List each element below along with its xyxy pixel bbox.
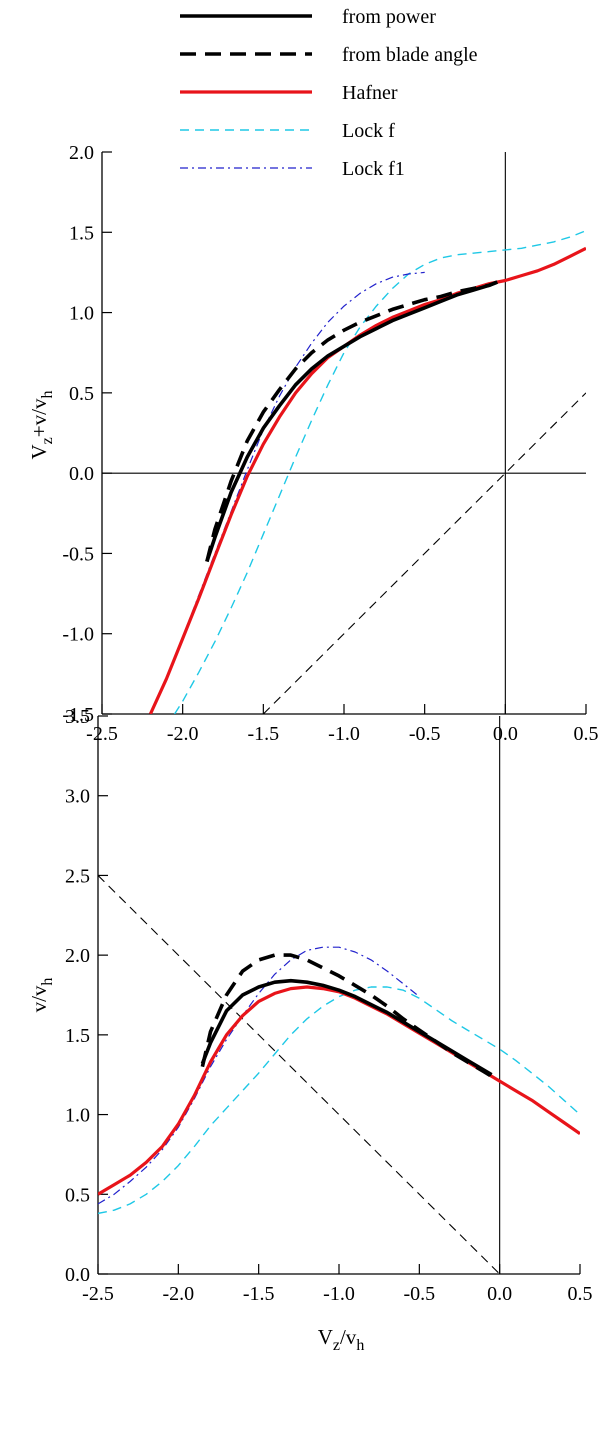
series-line-from-power — [200, 978, 493, 1077]
x-tick-label: -0.5 — [403, 1283, 435, 1305]
series-line-hafner — [98, 985, 580, 1196]
legend-label-lock-f: Lock f — [342, 120, 395, 142]
x-tick-label: -1.5 — [247, 723, 279, 745]
y-tick-label: 2.0 — [65, 945, 90, 967]
series-line-lock-f — [174, 230, 586, 714]
y-tick-label: 3.0 — [65, 786, 90, 808]
series-line-from-blade-angle — [205, 280, 498, 562]
legend-label-from-blade-angle: from blade angle — [342, 44, 478, 66]
series-line-lock-f1 — [149, 271, 425, 714]
x-tick-label: -0.5 — [409, 723, 441, 745]
x-axis-label: Vz/vh — [318, 1325, 365, 1354]
bottom-chart: -2.5 -2.0 -1.5 -1.0 -0.5 0.0 0.5 0.0 0.5 1.0 1.5 2.… — [27, 706, 593, 1354]
legend: from power from blade angle Hafner Lock f Lo… — [180, 6, 478, 180]
y-tick-label: 0.5 — [65, 1184, 90, 1206]
x-tick-label: 0.0 — [487, 1283, 512, 1305]
y-axis-label: v/vh — [27, 978, 56, 1013]
y-tick-label: 0.0 — [69, 463, 94, 485]
x-tick-label: -1.0 — [323, 1283, 355, 1305]
x-tick-label: -2.0 — [167, 723, 199, 745]
series-line-hafner — [148, 246, 586, 714]
series-line-from-blade-angle — [200, 953, 493, 1078]
series-line-lock-f — [98, 986, 580, 1215]
y-tick-label: 0.5 — [69, 383, 94, 405]
legend-item-lock-f: Lock f — [180, 120, 395, 142]
x-tick-label: -2.5 — [86, 723, 118, 745]
diagonal-reference-line — [262, 392, 586, 714]
legend-item-lock-f1: Lock f1 — [180, 158, 405, 180]
y-tick-label: 2.0 — [69, 142, 94, 164]
legend-label-lock-f1: Lock f1 — [342, 158, 405, 180]
x-tick-label: -2.0 — [162, 1283, 194, 1305]
x-tick-label: 0.5 — [568, 1283, 593, 1305]
x-tick-label: 0.0 — [493, 723, 518, 745]
legend-item-hafner: Hafner — [180, 82, 398, 104]
y-tick-label: 1.5 — [65, 1025, 90, 1047]
x-tick-label: -1.0 — [328, 723, 360, 745]
y-tick-label: 1.5 — [69, 222, 94, 244]
y-tick-label: -0.5 — [62, 543, 94, 565]
diagonal-reference-line — [98, 875, 501, 1274]
x-tick-label: 0.5 — [574, 723, 599, 745]
y-tick-label: 1.0 — [65, 1105, 90, 1127]
top-chart: -2.5 -2.0 -1.5 -1.0 -0.5 0.0 0.5 -1.5 -1.0 -0.5 0.… — [27, 142, 599, 745]
legend-label-from-power: from power — [342, 6, 436, 28]
y-tick-label: 1.0 — [69, 303, 94, 325]
x-tick-label: -1.5 — [243, 1283, 275, 1305]
reference-lines — [98, 716, 501, 1274]
reference-lines — [102, 152, 586, 714]
y-tick-label: -1.0 — [62, 624, 94, 646]
legend-item-from-blade-angle: from blade angle — [180, 44, 478, 66]
series-line-from-power — [205, 280, 498, 563]
y-tick-label: -1.5 — [62, 704, 94, 726]
x-tick-label: -2.5 — [82, 1283, 114, 1305]
legend-item-from-power: from power — [180, 6, 436, 28]
y-axis-label: Vz+v/vh — [27, 391, 56, 460]
legend-label-hafner: Hafner — [342, 82, 398, 104]
y-tick-label: 2.5 — [65, 865, 90, 887]
y-tick-label: 3.5 — [65, 706, 90, 728]
y-tick-label: 0.0 — [65, 1264, 90, 1286]
